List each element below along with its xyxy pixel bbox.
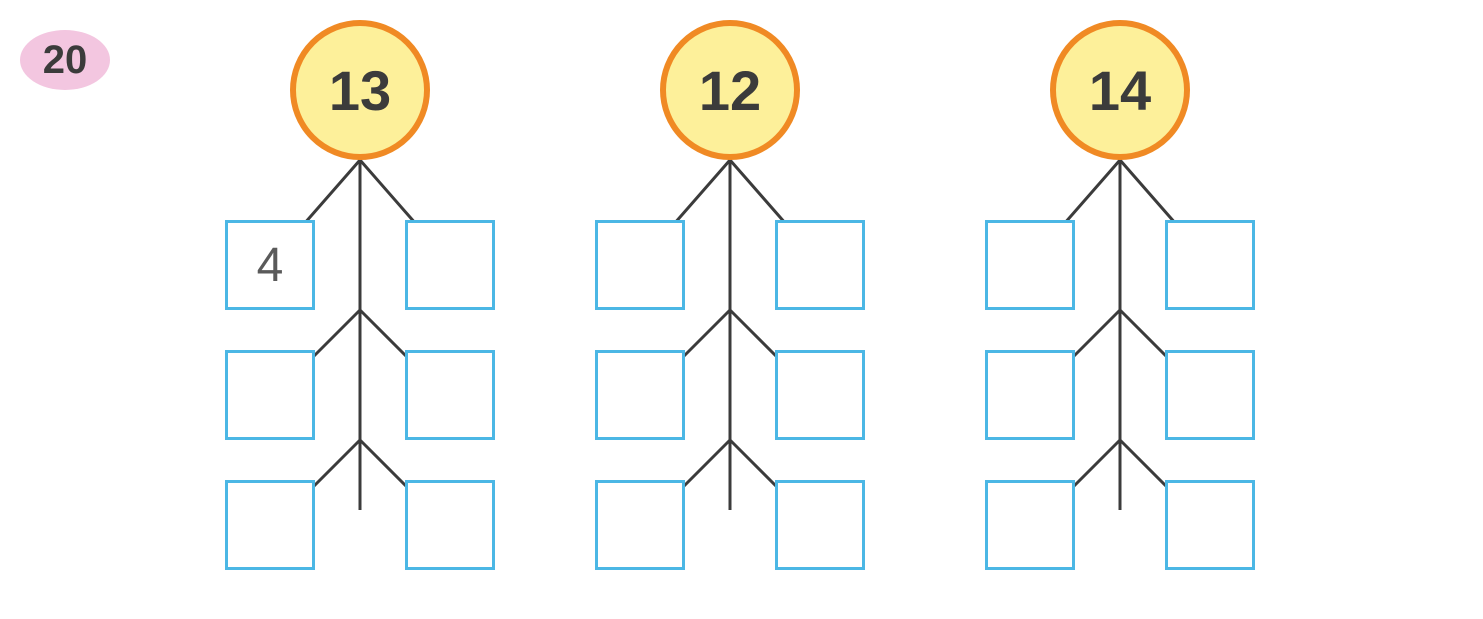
- cell-value: 4: [257, 238, 284, 293]
- tree-3-root-number: 14: [1089, 58, 1151, 123]
- tree-2-cell-6[interactable]: [775, 480, 865, 570]
- tree-3-cell-6[interactable]: [1165, 480, 1255, 570]
- exercise-number-badge: 20: [20, 30, 110, 90]
- tree-1-cell-3[interactable]: [225, 350, 315, 440]
- tree-2: 12: [580, 20, 880, 580]
- tree-1-cell-6[interactable]: [405, 480, 495, 570]
- tree-1-cell-5[interactable]: [225, 480, 315, 570]
- tree-3-cell-3[interactable]: [985, 350, 1075, 440]
- tree-3-cell-2[interactable]: [1165, 220, 1255, 310]
- tree-3-cell-4[interactable]: [1165, 350, 1255, 440]
- tree-1-root-circle: 13: [290, 20, 430, 160]
- tree-2-cell-2[interactable]: [775, 220, 865, 310]
- tree-3-root-circle: 14: [1050, 20, 1190, 160]
- tree-3: 14: [970, 20, 1270, 580]
- exercise-number: 20: [43, 38, 88, 83]
- tree-1-root-number: 13: [329, 58, 391, 123]
- tree-1: 13 4: [210, 20, 510, 580]
- tree-3-cell-5[interactable]: [985, 480, 1075, 570]
- tree-1-cell-1[interactable]: 4: [225, 220, 315, 310]
- tree-2-root-number: 12: [699, 58, 761, 123]
- tree-2-root-circle: 12: [660, 20, 800, 160]
- tree-1-cell-2[interactable]: [405, 220, 495, 310]
- tree-3-cell-1[interactable]: [985, 220, 1075, 310]
- tree-2-cell-1[interactable]: [595, 220, 685, 310]
- tree-1-cell-4[interactable]: [405, 350, 495, 440]
- tree-2-cell-5[interactable]: [595, 480, 685, 570]
- tree-2-cell-4[interactable]: [775, 350, 865, 440]
- tree-2-cell-3[interactable]: [595, 350, 685, 440]
